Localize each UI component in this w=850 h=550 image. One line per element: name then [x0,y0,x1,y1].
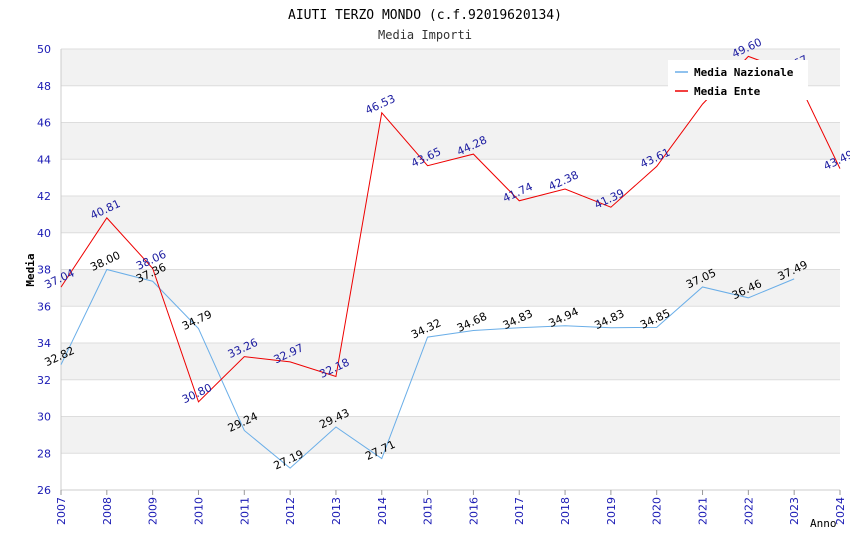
x-tick-label: 2012 [284,497,297,525]
x-tick-label: 2013 [330,497,343,525]
y-tick-label: 40 [37,227,51,240]
x-tick-label: 2020 [651,497,664,525]
x-tick-label: 2007 [55,497,68,525]
y-axis-ticks: 26 28 30 32 34 36 38 40 42 44 46 48 50 [37,43,51,497]
chart-subtitle: Media Importi [378,28,472,42]
x-tick-label: 2010 [192,497,205,525]
x-tick-label: 2011 [238,497,251,525]
x-tick-label: 2014 [376,497,389,525]
y-tick-label: 42 [37,190,51,203]
x-tick-label: 2024 [834,497,847,525]
legend-label-media-nazionale: Media Nazionale [694,66,794,79]
y-tick-label: 36 [37,300,51,313]
x-tick-label: 2018 [559,497,572,525]
background-band [61,343,840,380]
x-tick-label: 2008 [101,497,114,525]
plot-background [61,49,840,490]
background-band [61,159,840,196]
y-tick-label: 28 [37,447,51,460]
x-axis-label: Anno [810,517,837,530]
y-tick-label: 38 [37,264,51,277]
x-tick-label: 2021 [697,497,710,525]
x-tick-label: 2019 [605,497,618,525]
legend: Media Nazionale Media Ente [668,60,808,100]
y-tick-label: 50 [37,43,51,56]
y-tick-label: 48 [37,80,51,93]
x-tick-label: 2022 [742,497,755,525]
background-band [61,196,840,233]
y-gridlines [60,48,840,491]
x-tick-label: 2016 [467,497,480,525]
y-tick-label: 34 [37,337,51,350]
y-tick-label: 30 [37,411,51,424]
y-tick-label: 46 [37,117,51,130]
y-axis-label: Media [24,253,37,286]
series-line-media-nazionale [60,268,795,469]
background-band [61,122,840,160]
legend-box [668,60,808,100]
x-tick-label: 2009 [147,497,160,525]
background-band [61,453,840,490]
x-axis-ticks: 2007 2008 2009 2010 2011 2012 2013 2014 2015 2016… [55,490,847,525]
background-band [61,232,840,270]
background-band [61,306,840,343]
x-tick-label: 2023 [788,497,801,525]
x-tick-label: 2017 [513,497,526,525]
background-band [61,379,840,417]
x-tick-label: 2015 [422,497,435,525]
background-band [61,269,840,307]
chart-title: AIUTI TERZO MONDO (c.f.92019620134) [288,8,562,23]
legend-label-media-ente: Media Ente [694,85,761,98]
background-band [61,416,840,454]
y-tick-label: 44 [37,153,51,166]
y-tick-label: 26 [37,484,51,497]
y-tick-label: 32 [37,374,51,387]
